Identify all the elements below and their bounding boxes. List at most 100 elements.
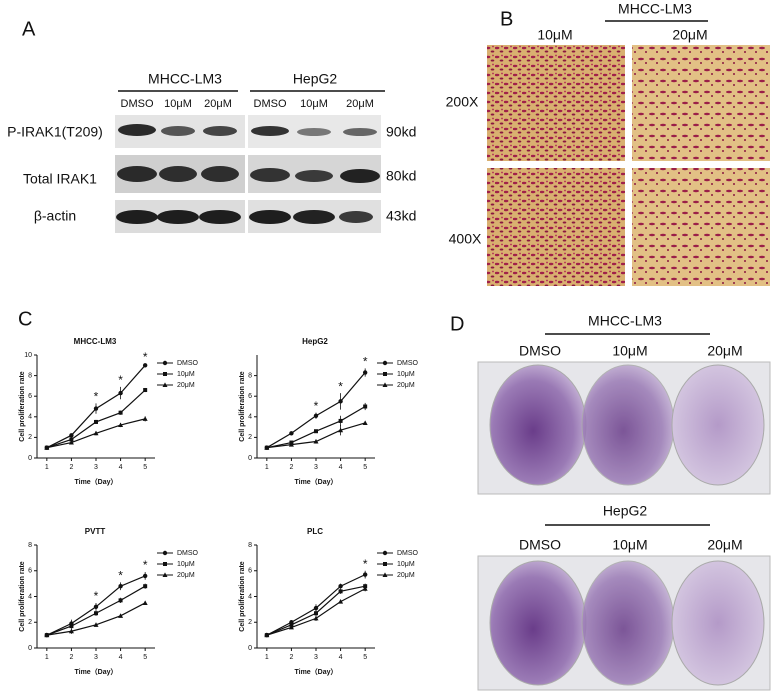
marker <box>313 413 319 418</box>
marker <box>118 598 123 603</box>
y-tick-label: 0 <box>248 645 252 652</box>
plate <box>477 555 771 691</box>
significance-mark: * <box>314 399 319 413</box>
marker <box>68 439 74 445</box>
row-label: Total IRAK1 <box>23 171 97 187</box>
micrograph <box>487 168 625 286</box>
marker <box>314 611 318 616</box>
chart-title: MHCC-LM3 <box>74 337 117 346</box>
x-tick-label: 4 <box>339 464 343 471</box>
significance-mark: * <box>363 557 368 571</box>
legend-label: 10μM <box>397 371 415 378</box>
marker <box>313 615 319 621</box>
x-tick-label: 3 <box>314 654 318 661</box>
column-label: DMSO <box>519 537 561 553</box>
marker <box>142 573 148 579</box>
size-label: 43kd <box>386 208 416 224</box>
legend-label: 20μM <box>177 572 195 579</box>
y-tick-label: 4 <box>248 593 252 600</box>
row-label: 200X <box>446 94 479 110</box>
marker <box>382 360 388 366</box>
marker <box>363 404 368 409</box>
marker <box>338 599 344 604</box>
marker <box>383 372 387 376</box>
column-label: 20μM <box>672 27 707 43</box>
marker <box>289 431 294 436</box>
marker <box>93 430 99 436</box>
marker <box>69 433 74 438</box>
marker <box>264 445 270 450</box>
marker <box>314 429 318 434</box>
marker <box>162 572 168 577</box>
legend-label: 10μM <box>177 371 195 378</box>
column-label: 10μM <box>612 343 647 359</box>
marker <box>338 427 344 433</box>
y-tick-label: 2 <box>28 619 32 626</box>
significance-mark: * <box>338 379 343 393</box>
lane-label: 10μM <box>164 98 192 110</box>
marker <box>162 382 168 387</box>
legend-label: 20μM <box>177 382 195 389</box>
marker <box>338 399 343 404</box>
row-label: 400X <box>449 231 482 247</box>
significance-mark: * <box>363 355 368 369</box>
group-label: HepG2 <box>603 503 648 519</box>
marker <box>143 584 148 589</box>
size-label: 80kd <box>386 168 416 184</box>
legend-label: 10μM <box>397 561 415 568</box>
legend-label: 10μM <box>177 561 195 568</box>
x-tick-label: 3 <box>94 654 98 661</box>
x-tick-label: 3 <box>314 464 318 471</box>
marker <box>362 586 368 591</box>
significance-mark: * <box>143 350 148 364</box>
size-label: 90kd <box>386 124 416 140</box>
marker <box>313 438 319 444</box>
marker <box>118 410 123 415</box>
marker <box>162 550 168 556</box>
y-tick-label: 8 <box>28 372 32 379</box>
x-tick-label: 2 <box>69 654 73 661</box>
legend-label: DMSO <box>177 360 199 367</box>
marker <box>383 562 387 566</box>
y-tick-label: 0 <box>28 455 32 462</box>
marker <box>118 390 123 396</box>
marker <box>118 584 123 589</box>
x-tick-label: 2 <box>69 464 73 471</box>
x-tick-label: 1 <box>45 654 49 661</box>
group-label: MHCC-LM3 <box>588 313 662 329</box>
marker <box>362 370 368 375</box>
x-tick-label: 2 <box>289 654 293 661</box>
chart-title: PVTT <box>85 527 106 536</box>
y-tick-label: 6 <box>28 568 32 575</box>
marker <box>68 628 74 634</box>
micrograph <box>487 45 625 161</box>
lane-label: 10μM <box>300 98 328 110</box>
y-tick-label: 4 <box>28 593 32 600</box>
panel-label: A <box>22 18 36 40</box>
marker <box>93 622 99 627</box>
lane-label: DMSO <box>121 98 154 110</box>
legend-label: DMSO <box>397 550 419 557</box>
marker <box>382 550 388 556</box>
lane-label: 20μM <box>204 98 232 110</box>
x-tick-label: 3 <box>94 464 98 471</box>
marker <box>264 632 270 638</box>
marker <box>94 419 98 424</box>
significance-mark: * <box>118 373 123 387</box>
marker <box>313 605 319 611</box>
chart-title: HepG2 <box>302 337 328 346</box>
y-tick-label: 10 <box>24 352 32 359</box>
significance-mark: * <box>94 390 99 404</box>
marker <box>162 360 168 366</box>
x-tick-label: 4 <box>119 464 123 471</box>
x-tick-label: 5 <box>143 654 147 661</box>
chart-title: PLC <box>307 527 323 536</box>
x-tick-label: 5 <box>363 654 367 661</box>
marker <box>93 604 99 609</box>
row-label: β-actin <box>34 208 76 224</box>
y-axis-label: Cell proliferation rate <box>19 561 26 632</box>
group-label: MHCC-LM3 <box>618 1 692 17</box>
y-tick-label: 2 <box>248 619 252 626</box>
marker <box>338 418 343 423</box>
